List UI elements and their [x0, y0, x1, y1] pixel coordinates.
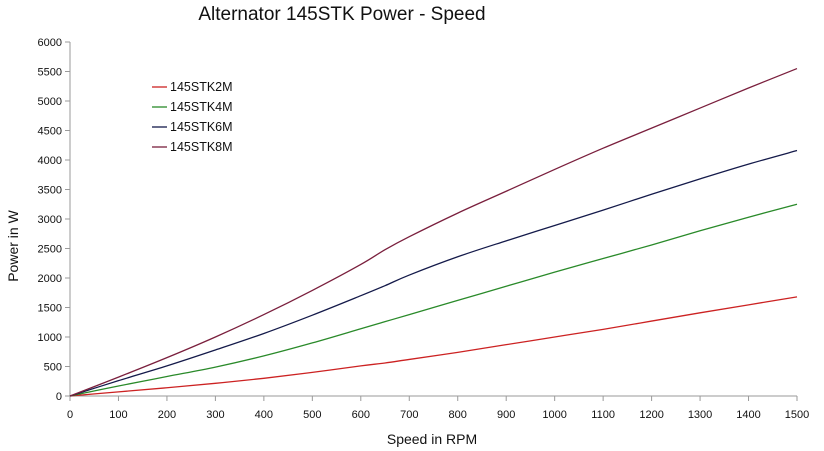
y-tick-label: 1000 [38, 332, 62, 344]
y-tick-label: 0 [56, 391, 62, 403]
y-tick-labels: 0 500 1000 1500 2000 2500 3000 3500 4000 4500 5000… [38, 37, 62, 403]
x-tick-label: 1500 [785, 409, 809, 421]
legend-label-145stk8m: 145STK8M [170, 140, 233, 154]
x-tick-label: 1400 [736, 409, 760, 421]
x-tick-label: 700 [400, 409, 418, 421]
axes [65, 41, 798, 401]
series-line-145stk8m [69, 67, 798, 397]
legend-label-145stk4m: 145STK4M [170, 100, 233, 114]
series-line-145stk6m [69, 149, 798, 397]
y-tick-label: 500 [44, 362, 62, 374]
x-tick-label: 1300 [688, 409, 712, 421]
y-tick-label: 5500 [38, 67, 62, 79]
chart-title: Alternator 145STK Power - Speed [198, 4, 485, 25]
x-tick-label: 100 [109, 409, 127, 421]
x-axis-title: Speed in RPM [387, 431, 477, 447]
x-tick-label: 500 [303, 409, 321, 421]
y-axis-title: Power in W [5, 209, 21, 281]
y-tick-label: 4000 [38, 155, 62, 167]
series-line-145stk4m [69, 203, 798, 397]
y-tick-label: 1500 [38, 303, 62, 315]
x-tick-label: 300 [206, 409, 224, 421]
x-tick-labels: 0 100 200 300 400 500 600 700 800 900 1000 1100 1200… [67, 409, 809, 421]
legend: 145STK2M 145STK4M 145STK6M 145STK8M [152, 80, 233, 154]
x-tick-label: 900 [497, 409, 515, 421]
x-tick-label: 800 [449, 409, 467, 421]
x-tick-label: 1100 [591, 409, 615, 421]
x-tick-label: 600 [352, 409, 370, 421]
series-line-145stk2m [69, 296, 798, 397]
legend-label-145stk2m: 145STK2M [170, 80, 233, 94]
y-tick-label: 2000 [38, 273, 62, 285]
x-tick-label: 1200 [639, 409, 663, 421]
y-tick-label: 3000 [38, 214, 62, 226]
x-tick-label: 1000 [542, 409, 566, 421]
y-tick-label: 2500 [38, 244, 62, 256]
legend-label-145stk6m: 145STK6M [170, 120, 233, 134]
y-tick-label: 6000 [38, 37, 62, 49]
y-tick-label: 5000 [38, 96, 62, 108]
series-lines [69, 67, 798, 397]
y-tick-label: 3500 [38, 185, 62, 197]
y-tick-label: 4500 [38, 126, 62, 138]
x-tick-label: 0 [67, 409, 73, 421]
x-tick-label: 400 [255, 409, 273, 421]
x-tick-label: 200 [158, 409, 176, 421]
